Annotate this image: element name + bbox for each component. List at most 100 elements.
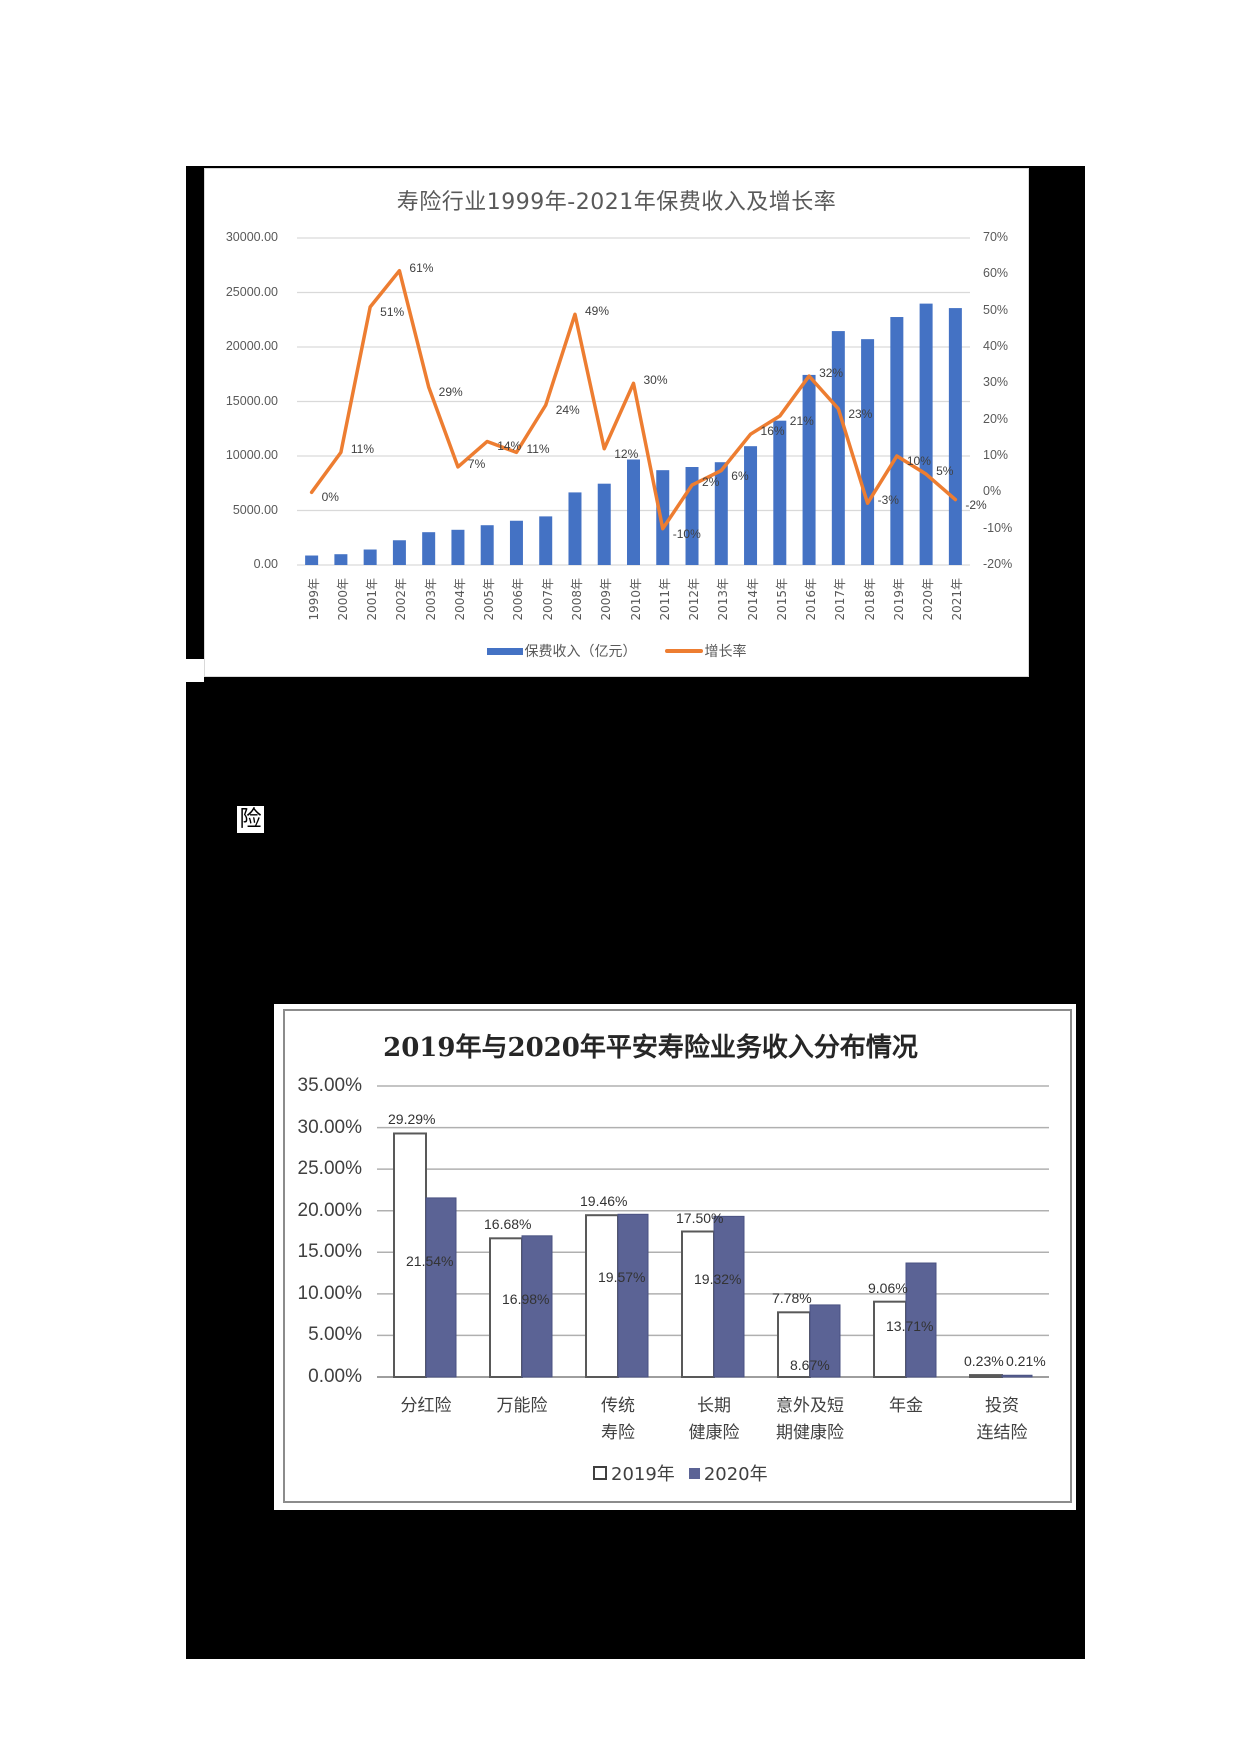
data-label-2019: 19.46%	[580, 1193, 628, 1210]
bar-2020	[617, 1213, 649, 1378]
data-label-2019: 17.50%	[676, 1209, 724, 1226]
line-swatch-icon	[664, 649, 703, 653]
legend-label-2020: 2020年	[703, 1464, 768, 1485]
category-label-line: 年金	[889, 1396, 923, 1416]
category-label: 长期 健康险	[666, 1393, 762, 1447]
right-axis-tick: 0%	[983, 484, 1002, 499]
premium-bar	[480, 525, 494, 565]
data-label-2020: 8.67%	[790, 1357, 830, 1373]
left-axis-tick: 0.00	[253, 557, 278, 571]
category-label: 传统 寿险	[570, 1393, 666, 1447]
bar-2020	[809, 1304, 841, 1378]
growth-data-label: 14%	[497, 439, 522, 454]
data-label-2020: 16.98%	[502, 1290, 550, 1307]
premium-bar	[451, 529, 465, 565]
bar-2019	[489, 1237, 523, 1379]
growth-data-label: -3%	[877, 493, 899, 508]
chart1-plot	[297, 237, 970, 566]
category-label: 年金	[858, 1393, 954, 1420]
right-axis-tick: 30%	[983, 375, 1009, 390]
premium-bar	[948, 308, 962, 565]
premium-bar	[831, 331, 845, 565]
premium-bar	[861, 339, 875, 565]
data-label-2019: 29.29%	[388, 1111, 436, 1128]
y-axis-tick: 5.00%	[308, 1324, 362, 1346]
growth-data-label: 16%	[760, 424, 785, 439]
left-axis-tick: 15000.00	[225, 393, 278, 408]
growth-data-label: 51%	[380, 305, 405, 320]
chart2-title: 2019年与2020年平安寿险业务收入分布情况	[383, 1033, 918, 1063]
category-label-line: 万能险	[496, 1396, 548, 1416]
bar-2019	[585, 1214, 619, 1378]
growth-data-label: 10%	[906, 454, 931, 468]
right-axis-tick: 70%	[983, 230, 1009, 244]
chart2-plot	[377, 1085, 1049, 1379]
premium-bar	[363, 549, 377, 565]
premium-bar	[305, 555, 319, 565]
y-axis-tick: 35.00%	[297, 1075, 362, 1096]
category-label-line: 期健康险	[776, 1423, 844, 1443]
right-axis-tick: 50%	[983, 302, 1009, 317]
y-axis-tick: 30.00%	[297, 1116, 362, 1138]
left-axis-tick: 5000.00	[232, 502, 278, 517]
data-label-2019: 9.06%	[868, 1279, 908, 1296]
chart2-legend: 2019年 2020年	[593, 1460, 768, 1486]
premium-bar	[597, 483, 611, 565]
premium-bar	[656, 470, 670, 565]
premium-bar	[509, 520, 523, 565]
growth-data-label: 7%	[467, 456, 486, 471]
bar-swatch-icon	[486, 647, 523, 655]
growth-data-label: 5%	[936, 464, 954, 479]
right-axis-tick: 40%	[983, 339, 1009, 353]
bar-2020	[1001, 1374, 1033, 1378]
growth-data-label: -10%	[672, 526, 701, 541]
legend-label-premium: 保费收入（亿元）	[524, 644, 637, 660]
left-axis-tick: 25000.00	[225, 284, 278, 299]
category-label-line: 分红险	[400, 1396, 452, 1416]
premium-bar	[539, 516, 553, 565]
bar-2020	[905, 1262, 937, 1378]
right-axis-tick: -10%	[983, 520, 1013, 535]
legend-item-2019: 2019年	[593, 1460, 675, 1486]
category-label-line: 意外及短	[776, 1396, 844, 1416]
premium-bar	[744, 446, 758, 565]
left-axis-tick: 20000.00	[225, 339, 278, 353]
data-label-2020: 19.32%	[694, 1271, 742, 1288]
white-notch	[186, 659, 204, 682]
growth-rate-line	[309, 268, 958, 531]
bar-2019	[969, 1374, 1003, 1379]
growth-data-label: 49%	[584, 304, 609, 319]
premium-bar	[627, 459, 640, 565]
category-label-line: 连结险	[976, 1423, 1028, 1443]
legend-item-2020: 2020年	[688, 1460, 768, 1486]
category-label: 投资 连结险	[954, 1393, 1050, 1447]
square-outline-icon	[593, 1466, 607, 1480]
category-label: 意外及短 期健康险	[762, 1393, 858, 1447]
y-axis-tick: 25.00%	[297, 1158, 362, 1180]
right-axis-tick: 20%	[983, 411, 1009, 426]
category-label-line: 投资	[985, 1396, 1019, 1416]
right-axis-tick: 10%	[983, 448, 1009, 462]
chart1-title: 寿险行业1999年-2021年保费收入及增长率	[396, 190, 837, 215]
category-label-line: 健康险	[688, 1423, 740, 1443]
growth-data-label: 29%	[438, 384, 463, 399]
bar-2020	[425, 1197, 457, 1378]
square-filled-icon	[688, 1467, 700, 1479]
growth-data-label: 11%	[350, 442, 375, 457]
data-label-2020: 19.57%	[598, 1269, 646, 1286]
premium-bar	[714, 462, 728, 565]
premium-bar	[392, 540, 406, 565]
data-label-2020: 0.21%	[1006, 1353, 1046, 1370]
y-axis-tick: 10.00%	[297, 1282, 362, 1304]
category-label-line: 长期	[697, 1396, 731, 1416]
growth-data-label: 32%	[819, 366, 844, 381]
category-label-line: 传统	[601, 1396, 635, 1416]
data-label-2019: 0.23%	[964, 1353, 1004, 1370]
left-axis-tick: 30000.00	[225, 230, 278, 244]
legend-label-2019: 2019年	[611, 1464, 675, 1485]
y-axis-tick: 20.00%	[297, 1199, 362, 1221]
bar-2020	[521, 1235, 553, 1378]
growth-data-label: 61%	[409, 260, 434, 275]
right-axis-tick: 60%	[983, 266, 1009, 281]
legend-label-growth: 增长率	[704, 644, 747, 660]
